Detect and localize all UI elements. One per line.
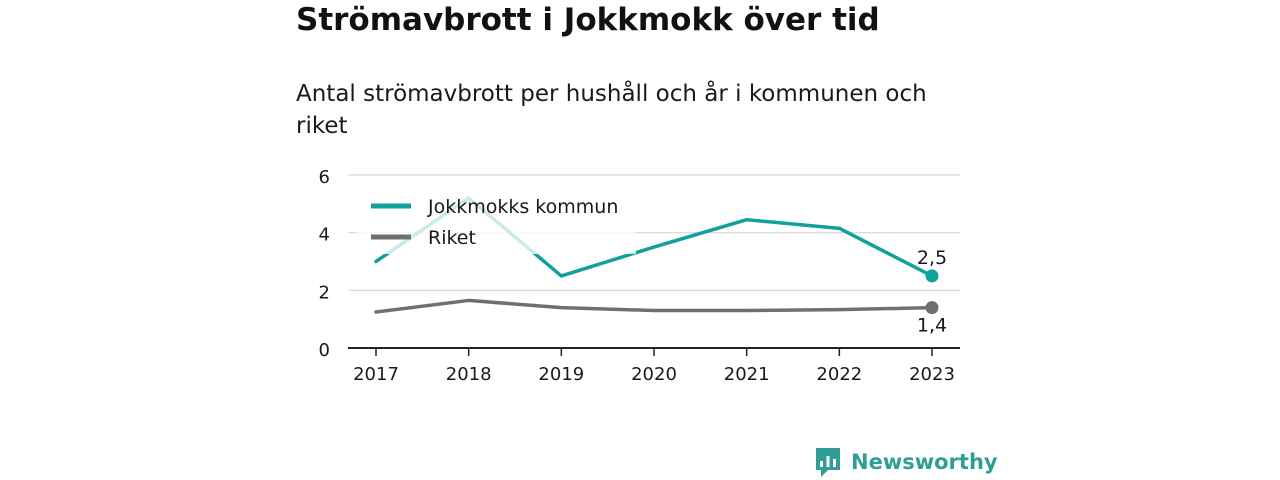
data-labels: 2,5 1,4 bbox=[917, 247, 947, 337]
y-tick-label: 0 bbox=[319, 340, 330, 361]
series-line bbox=[374, 298, 934, 314]
y-tick-label: 6 bbox=[319, 167, 330, 188]
legend: Jokkmokks kommun Riket bbox=[356, 186, 636, 254]
y-tick-label: 2 bbox=[319, 282, 330, 303]
y-tick-label: 4 bbox=[319, 225, 330, 246]
x-tick-label: 2022 bbox=[816, 364, 862, 385]
legend-label: Jokkmokks kommun bbox=[427, 196, 618, 218]
series-end-point bbox=[925, 269, 939, 283]
brand-name: Newsworthy bbox=[851, 450, 998, 474]
x-tick-label: 2018 bbox=[446, 364, 492, 385]
brand: Newsworthy bbox=[814, 446, 998, 478]
x-tick-label: 2021 bbox=[724, 364, 770, 385]
chart-subtitle: Antal strömavbrott per hushåll och år i … bbox=[296, 81, 927, 139]
chart-title: Strömavbrott i Jokkmokk över tid bbox=[296, 2, 880, 38]
data-label-riket-2023: 1,4 bbox=[917, 315, 947, 337]
axes: 0 2 4 6 2017 2018 2019 2020 2021 2022 2023 bbox=[319, 167, 960, 385]
legend-label: Riket bbox=[428, 227, 476, 249]
x-tick-label: 2023 bbox=[909, 364, 955, 385]
data-label-kommun-2023: 2,5 bbox=[917, 247, 947, 269]
x-tick-label: 2020 bbox=[631, 364, 677, 385]
x-tick-label: 2019 bbox=[538, 364, 584, 385]
legend-background bbox=[356, 186, 636, 254]
series-end-point bbox=[925, 301, 939, 315]
newsworthy-logo-icon bbox=[816, 448, 840, 477]
x-tick-label: 2017 bbox=[353, 364, 399, 385]
